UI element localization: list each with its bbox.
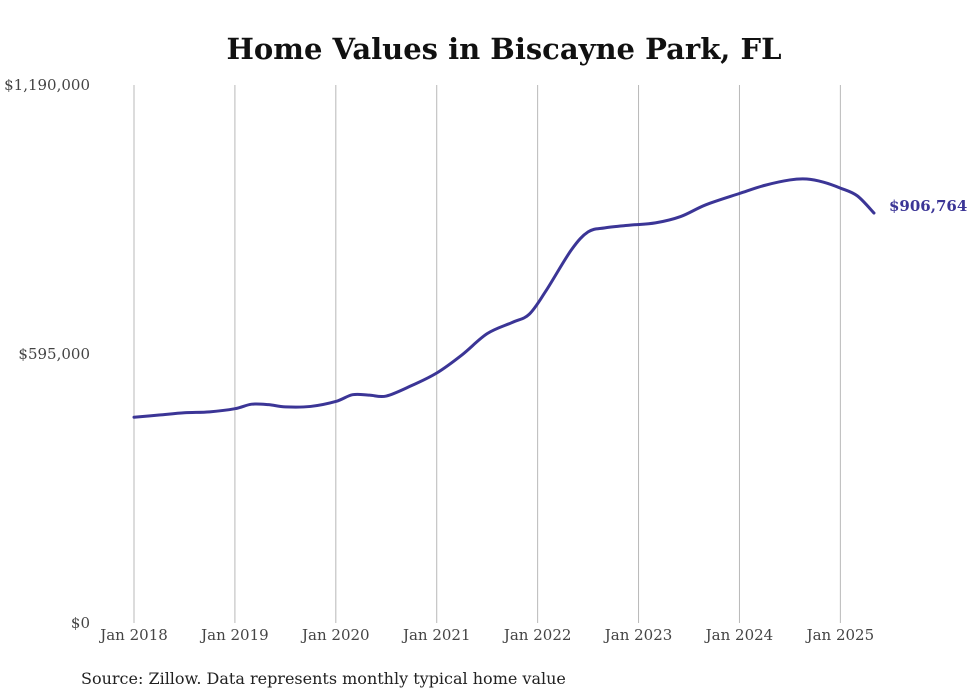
x-tick-label: Jan 2024 (704, 626, 774, 644)
series-line-0 (132, 177, 876, 419)
grid-layer (133, 85, 841, 623)
chart-title: Home Values in Biscayne Park, FL (227, 32, 782, 66)
x-tick-label: Jan 2023 (603, 626, 673, 644)
x-tick-label: Jan 2020 (300, 626, 370, 644)
x-tick-labels: Jan 2018 Jan 2019 Jan 2020 Jan 2021 Jan 2022… (98, 626, 874, 644)
x-tick-label: Jan 2025 (805, 626, 875, 644)
y-tick-label: $1,190,000 (4, 76, 90, 94)
x-tick-label: Jan 2019 (199, 626, 269, 644)
source-note: Source: Zillow. Data represents monthly … (81, 669, 566, 688)
x-tick-label: Jan 2018 (98, 626, 168, 644)
end-value-label: $906,764 (889, 197, 967, 215)
x-tick-label: Jan 2021 (401, 626, 471, 644)
y-tick-label: $595,000 (18, 345, 90, 363)
series-layer (132, 177, 876, 419)
x-tick-label: Jan 2022 (502, 626, 572, 644)
y-tick-labels: $0 $595,000 $1,190,000 (4, 76, 90, 632)
y-tick-label: $0 (71, 614, 90, 632)
